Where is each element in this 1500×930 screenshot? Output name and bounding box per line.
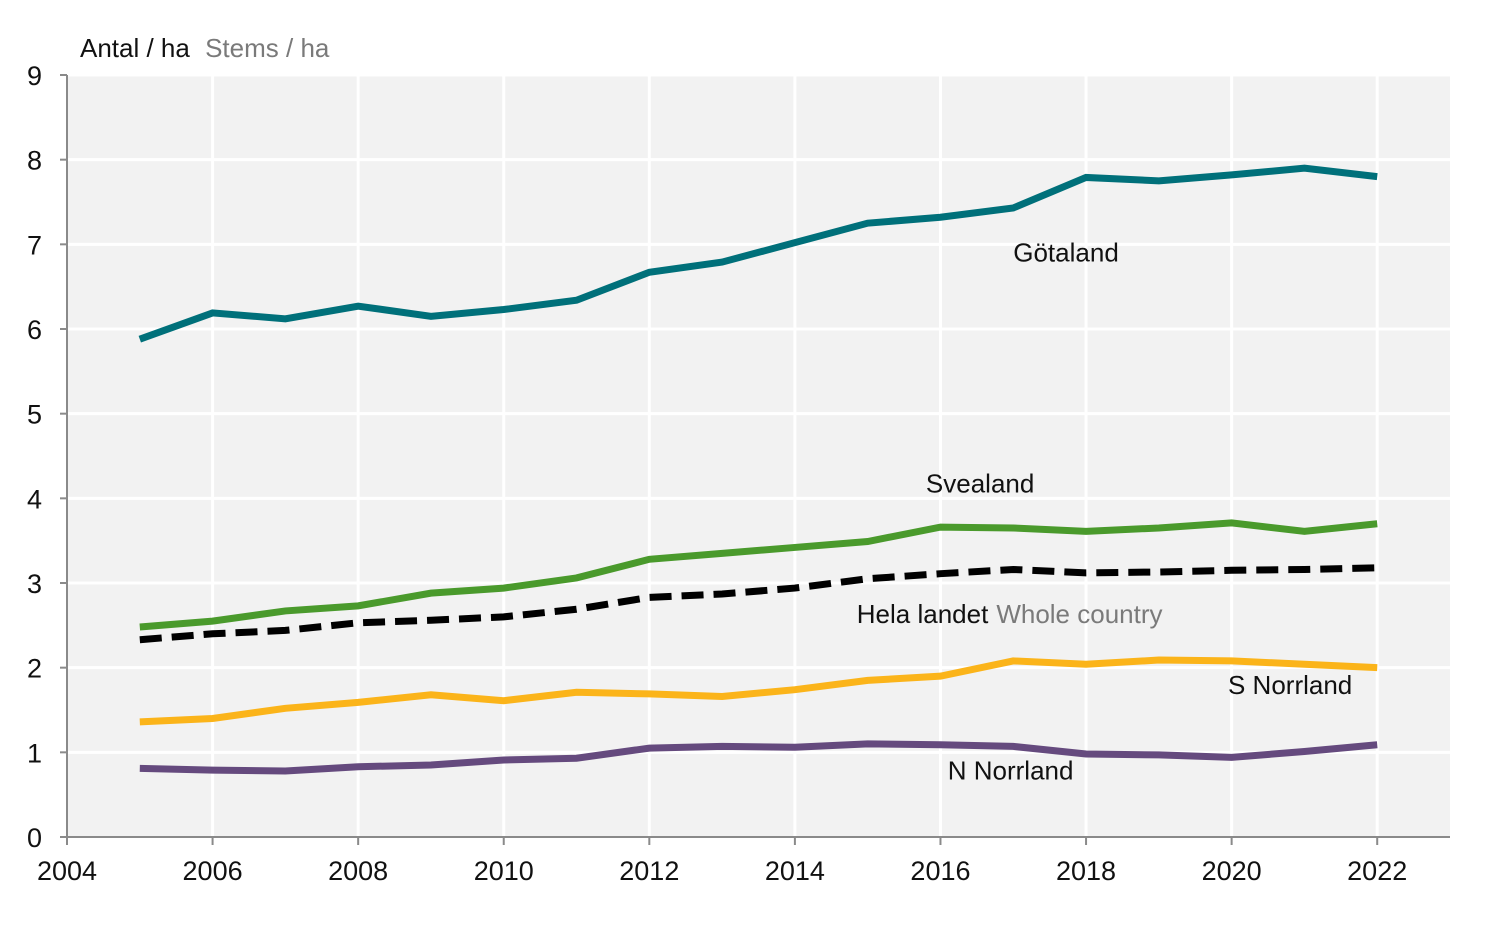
x-tick-label: 2020 bbox=[1202, 856, 1262, 886]
y-tick-label: 0 bbox=[27, 823, 42, 853]
series-label-s-norrland: S Norrland bbox=[1228, 670, 1352, 700]
series-line-n-norrland bbox=[139, 740, 1378, 775]
y-axis-title: Antal / ha Stems / ha bbox=[80, 33, 330, 63]
x-axis-ticks: 2004 2006 2008 2010 2012 2014 2016 2018 2020 2022 bbox=[37, 837, 1407, 886]
series-line-hela-landet bbox=[139, 564, 1378, 644]
y-axis-title-primary: Antal / ha bbox=[80, 33, 190, 63]
x-tick-label: 2008 bbox=[328, 856, 388, 886]
series-labels: Götaland Svealand Hela landet Whole country… bbox=[857, 237, 1353, 785]
series-line-s-norrland bbox=[139, 656, 1378, 726]
series-label-text: Svealand bbox=[926, 468, 1034, 498]
gridlines bbox=[67, 73, 1450, 837]
series-label-svealand: Svealand bbox=[926, 468, 1034, 498]
y-axis-title-secondary: Stems / ha bbox=[205, 33, 330, 63]
series-line-svealand bbox=[139, 519, 1378, 631]
x-tick-label: 2004 bbox=[37, 856, 97, 886]
y-tick-label: 3 bbox=[27, 569, 42, 599]
series-label-text: Götaland bbox=[1013, 237, 1119, 267]
x-tick-label: 2012 bbox=[619, 856, 679, 886]
x-tick-label: 2018 bbox=[1056, 856, 1116, 886]
x-tick-label: 2006 bbox=[183, 856, 243, 886]
series-lines bbox=[138, 164, 1378, 775]
series-label-text: Hela landet bbox=[857, 599, 989, 629]
x-tick-label: 2016 bbox=[910, 856, 970, 886]
y-tick-label: 5 bbox=[27, 400, 42, 430]
plot-background bbox=[67, 75, 1450, 837]
x-tick-label: 2014 bbox=[765, 856, 825, 886]
y-tick-label: 7 bbox=[27, 230, 42, 260]
y-tick-label: 4 bbox=[27, 484, 42, 514]
x-tick-label: 2022 bbox=[1347, 856, 1407, 886]
y-tick-label: 2 bbox=[27, 654, 42, 684]
axes bbox=[61, 75, 1450, 838]
x-tick-label: 2010 bbox=[474, 856, 534, 886]
series-label-g-taland: Götaland bbox=[1013, 237, 1119, 267]
series-label-text-en: Whole country bbox=[996, 599, 1162, 629]
series-line-g-taland bbox=[138, 164, 1378, 343]
series-label-n-norrland: N Norrland bbox=[948, 755, 1074, 785]
series-label-text: N Norrland bbox=[948, 755, 1074, 785]
y-tick-label: 1 bbox=[27, 738, 42, 768]
y-tick-label: 9 bbox=[27, 61, 42, 91]
series-label-text: S Norrland bbox=[1228, 670, 1352, 700]
y-axis-ticks: 0 1 2 3 4 5 6 7 8 9 bbox=[27, 61, 67, 853]
series-label-hela-landet: Hela landet Whole country bbox=[857, 599, 1163, 629]
y-tick-label: 6 bbox=[27, 315, 42, 345]
y-tick-label: 8 bbox=[27, 146, 42, 176]
